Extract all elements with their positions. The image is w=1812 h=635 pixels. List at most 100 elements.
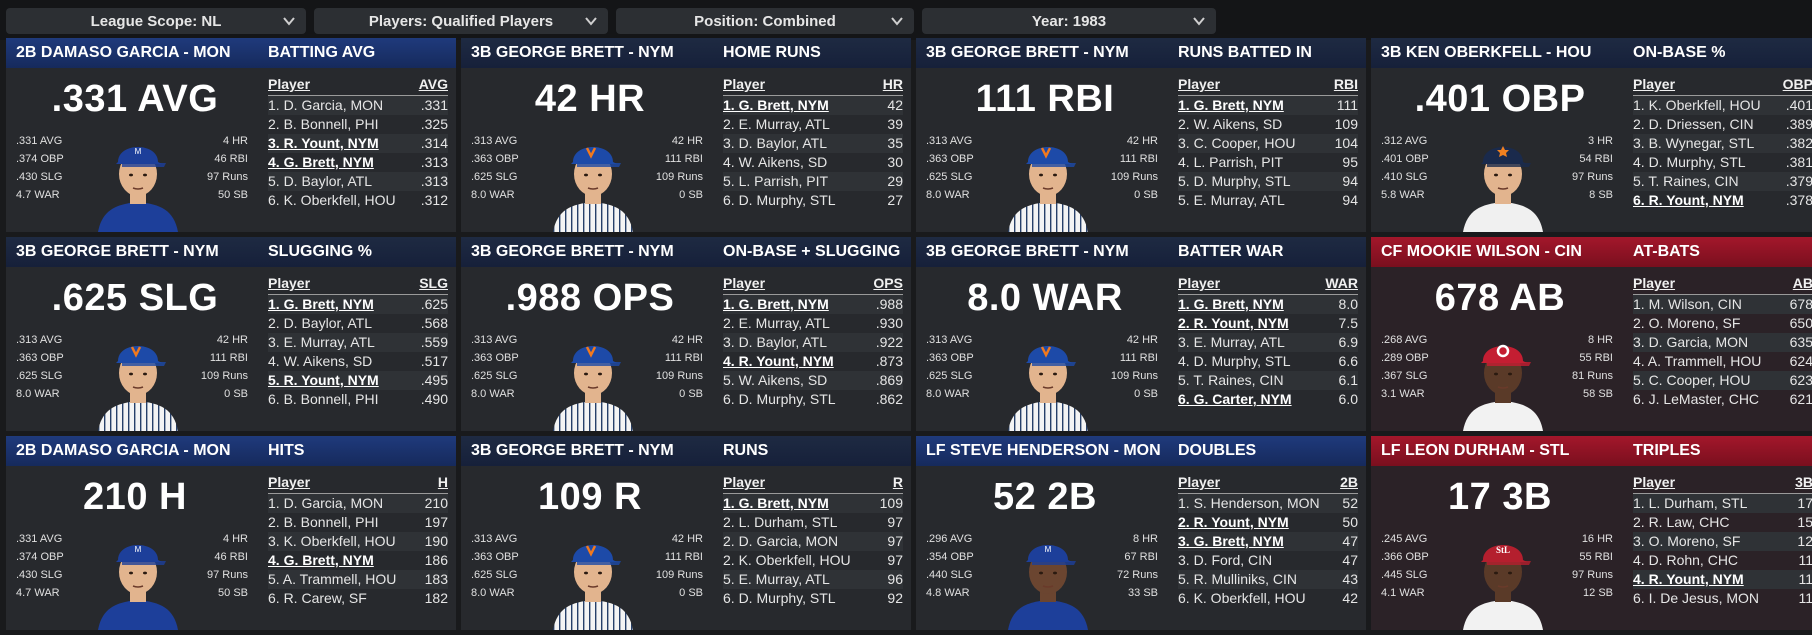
- player-portrait[interactable]: StL: [1457, 528, 1549, 630]
- leader-name[interactable]: 4. G. Brett, NYM: [268, 552, 374, 568]
- player-column-header[interactable]: Player: [1633, 474, 1676, 490]
- table-row[interactable]: 2. K. Oberkfell, HOU 97: [723, 551, 903, 570]
- card-header[interactable]: 3B GEORGE BRETT - NYM ON-BASE + SLUGGING: [461, 237, 911, 267]
- leader-name[interactable]: 5. R. Yount, NYM: [268, 372, 379, 388]
- table-row[interactable]: 4. G. Brett, NYM .313: [268, 153, 448, 172]
- leader-name[interactable]: 3. K. Oberkfell, HOU: [268, 533, 396, 549]
- leader-name[interactable]: 6. R. Yount, NYM: [1633, 192, 1744, 208]
- table-row[interactable]: 3. E. Murray, ATL 6.9: [1178, 333, 1358, 352]
- table-row[interactable]: 2. B. Bonnell, PHI .325: [268, 115, 448, 134]
- player-column-header[interactable]: Player: [723, 76, 766, 92]
- players-dropdown[interactable]: Players: Qualified Players: [314, 8, 608, 34]
- leader-name[interactable]: 4. D. Murphy, STL: [1633, 154, 1746, 170]
- player-portrait[interactable]: M: [92, 130, 184, 232]
- player-name-link[interactable]: 2B DAMASO GARCIA - MON: [16, 44, 231, 61]
- leader-name[interactable]: 3. O. Moreno, SF: [1633, 533, 1741, 549]
- card-header[interactable]: 3B KEN OBERKFELL - HOU ON-BASE %: [1371, 38, 1812, 68]
- table-row[interactable]: 2. D. Baylor, ATL .568: [268, 314, 448, 333]
- stat-column-header[interactable]: OBP: [1782, 76, 1812, 92]
- table-row[interactable]: 5. D. Murphy, STL 94: [1178, 172, 1358, 191]
- card-header[interactable]: LF LEON DURHAM - STL TRIPLES: [1371, 436, 1812, 466]
- player-name-link[interactable]: LF STEVE HENDERSON - MON: [926, 442, 1161, 459]
- player-name-link[interactable]: 3B GEORGE BRETT - NYM: [471, 442, 674, 459]
- player-name-link[interactable]: CF MOOKIE WILSON - CIN: [1381, 243, 1582, 260]
- leader-name[interactable]: 2. D. Driessen, CIN: [1633, 116, 1754, 132]
- league-scope-dropdown[interactable]: League Scope: NL: [6, 8, 306, 34]
- table-row[interactable]: 5. R. Yount, NYM .495: [268, 371, 448, 390]
- table-row[interactable]: 3. C. Cooper, HOU 104: [1178, 134, 1358, 153]
- table-row[interactable]: 6. D. Murphy, STL 27: [723, 191, 903, 210]
- table-row[interactable]: 3. K. Oberkfell, HOU 190: [268, 532, 448, 551]
- table-row[interactable]: 1. S. Henderson, MON 52: [1178, 494, 1358, 513]
- table-row[interactable]: 4. G. Brett, NYM 186: [268, 551, 448, 570]
- table-row[interactable]: 3. D. Baylor, ATL .922: [723, 333, 903, 352]
- player-portrait[interactable]: M: [1002, 528, 1094, 630]
- leader-name[interactable]: 1. D. Garcia, MON: [268, 495, 384, 511]
- stat-column-header[interactable]: AVG: [418, 76, 448, 92]
- table-row[interactable]: 1. D. Garcia, MON .331: [268, 96, 448, 115]
- player-portrait[interactable]: [1457, 130, 1549, 232]
- leader-name[interactable]: 6. B. Bonnell, PHI: [268, 391, 379, 407]
- player-portrait[interactable]: [1002, 329, 1094, 431]
- leader-name[interactable]: 5. A. Trammell, HOU: [268, 571, 397, 587]
- leader-name[interactable]: 4. D. Murphy, STL: [1178, 353, 1291, 369]
- leader-name[interactable]: 1. K. Oberkfell, HOU: [1633, 97, 1761, 113]
- table-row[interactable]: 2. E. Murray, ATL .930: [723, 314, 903, 333]
- card-header[interactable]: 3B GEORGE BRETT - NYM HOME RUNS: [461, 38, 911, 68]
- leader-name[interactable]: 3. R. Yount, NYM: [268, 135, 379, 151]
- table-row[interactable]: 1. G. Brett, NYM .988: [723, 295, 903, 314]
- table-row[interactable]: 2. D. Driessen, CIN .389: [1633, 115, 1812, 134]
- leader-name[interactable]: 5. L. Parrish, PIT: [723, 173, 829, 189]
- stat-column-header[interactable]: WAR: [1325, 275, 1358, 291]
- table-row[interactable]: 4. R. Yount, NYM 11: [1633, 570, 1812, 589]
- table-row[interactable]: 1. G. Brett, NYM .625: [268, 295, 448, 314]
- player-portrait[interactable]: [1002, 130, 1094, 232]
- table-row[interactable]: 3. B. Wynegar, STL .382: [1633, 134, 1812, 153]
- leader-name[interactable]: 1. G. Brett, NYM: [268, 296, 374, 312]
- table-row[interactable]: 3. R. Yount, NYM .314: [268, 134, 448, 153]
- player-column-header[interactable]: Player: [268, 474, 311, 490]
- table-row[interactable]: 6. K. Oberkfell, HOU .312: [268, 191, 448, 210]
- leader-name[interactable]: 6. K. Oberkfell, HOU: [268, 192, 396, 208]
- player-column-header[interactable]: Player: [723, 474, 766, 490]
- table-row[interactable]: 6. D. Murphy, STL 92: [723, 589, 903, 608]
- table-row[interactable]: 3. G. Brett, NYM 47: [1178, 532, 1358, 551]
- card-header[interactable]: 3B GEORGE BRETT - NYM RUNS: [461, 436, 911, 466]
- leader-name[interactable]: 3. E. Murray, ATL: [1178, 334, 1285, 350]
- table-row[interactable]: 2. E. Murray, ATL 39: [723, 115, 903, 134]
- leader-name[interactable]: 2. B. Bonnell, PHI: [268, 116, 379, 132]
- leader-name[interactable]: 2. W. Aikens, SD: [1178, 116, 1283, 132]
- year-dropdown[interactable]: Year: 1983: [922, 8, 1216, 34]
- player-column-header[interactable]: Player: [1633, 76, 1676, 92]
- leader-name[interactable]: 5. E. Murray, ATL: [1178, 192, 1285, 208]
- leader-name[interactable]: 1. G. Brett, NYM: [1178, 296, 1284, 312]
- stat-column-header[interactable]: RBI: [1333, 76, 1358, 92]
- table-row[interactable]: 4. D. Rohn, CHC 11: [1633, 551, 1812, 570]
- table-row[interactable]: 3. D. Garcia, MON 635: [1633, 333, 1812, 352]
- player-name-link[interactable]: LF LEON DURHAM - STL: [1381, 442, 1570, 459]
- leader-name[interactable]: 5. W. Aikens, SD: [723, 372, 828, 388]
- leader-name[interactable]: 6. I. De Jesus, MON: [1633, 590, 1760, 606]
- leader-name[interactable]: 5. D. Baylor, ATL: [268, 173, 373, 189]
- table-row[interactable]: 4. W. Aikens, SD 30: [723, 153, 903, 172]
- table-row[interactable]: 5. W. Aikens, SD .869: [723, 371, 903, 390]
- leader-name[interactable]: 2. D. Baylor, ATL: [268, 315, 373, 331]
- leader-name[interactable]: 4. R. Yount, NYM: [723, 353, 834, 369]
- leader-name[interactable]: 1. D. Garcia, MON: [268, 97, 384, 113]
- leader-name[interactable]: 5. C. Cooper, HOU: [1633, 372, 1751, 388]
- table-row[interactable]: 5. A. Trammell, HOU 183: [268, 570, 448, 589]
- table-row[interactable]: 5. R. Mulliniks, CIN 43: [1178, 570, 1358, 589]
- leader-name[interactable]: 6. R. Carew, SF: [268, 590, 367, 606]
- leader-name[interactable]: 4. R. Yount, NYM: [1633, 571, 1744, 587]
- player-column-header[interactable]: Player: [268, 275, 311, 291]
- table-row[interactable]: 5. E. Murray, ATL 94: [1178, 191, 1358, 210]
- table-row[interactable]: 6. J. LeMaster, CHC 621: [1633, 390, 1812, 409]
- player-portrait[interactable]: [92, 329, 184, 431]
- table-row[interactable]: 6. B. Bonnell, PHI .490: [268, 390, 448, 409]
- player-column-header[interactable]: Player: [1178, 76, 1221, 92]
- leader-name[interactable]: 6. D. Murphy, STL: [723, 391, 836, 407]
- leader-name[interactable]: 3. B. Wynegar, STL: [1633, 135, 1755, 151]
- table-row[interactable]: 1. L. Durham, STL 17: [1633, 494, 1812, 513]
- table-row[interactable]: 5. E. Murray, ATL 96: [723, 570, 903, 589]
- leader-name[interactable]: 5. T. Raines, CIN: [1178, 372, 1284, 388]
